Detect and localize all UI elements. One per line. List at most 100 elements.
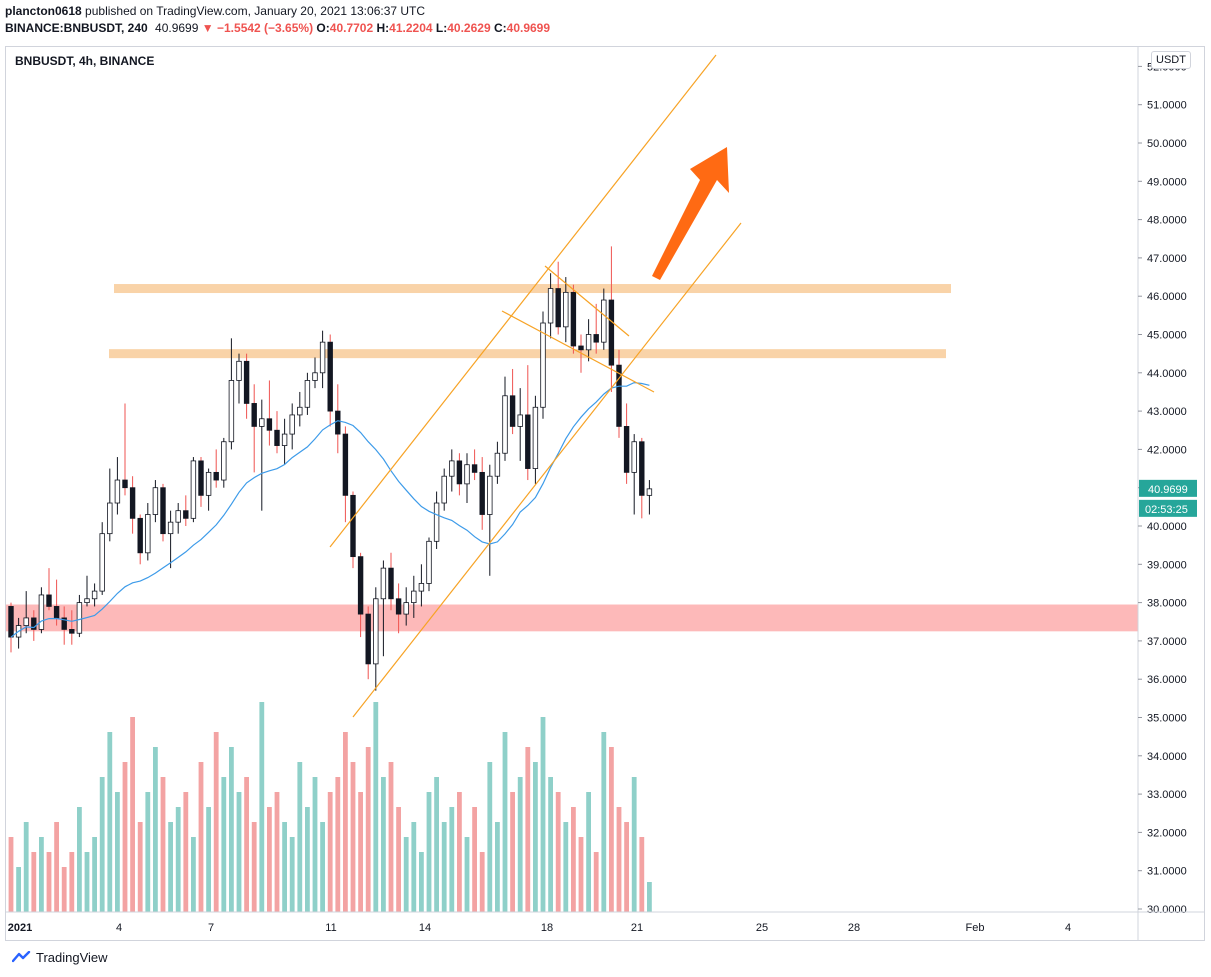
volume-bar <box>350 762 356 912</box>
candle-body <box>517 414 523 427</box>
volume-bar <box>39 837 44 912</box>
candle-body <box>388 567 394 600</box>
volume-layer <box>8 702 652 912</box>
candle-body <box>145 514 151 554</box>
candle-body <box>411 590 417 603</box>
candle-body <box>23 617 29 626</box>
candle-body <box>471 464 478 473</box>
volume-bar <box>69 852 75 912</box>
time-tick-label: 4 <box>116 922 122 934</box>
candle-body <box>228 380 235 443</box>
candle-body <box>616 364 622 427</box>
drawings-layer <box>329 54 742 718</box>
price-tick-label: 42.0000 <box>1147 444 1187 456</box>
candle-body <box>350 494 356 558</box>
countdown-badge-label: 02:53:25 <box>1145 504 1188 516</box>
volume-bar <box>548 777 553 912</box>
price-tick-label: 32.0000 <box>1147 827 1187 839</box>
volume-bar <box>639 837 645 912</box>
volume-bar <box>533 762 538 912</box>
candle-body <box>31 617 37 630</box>
volume-bar <box>168 822 173 912</box>
volume-bar <box>616 807 622 912</box>
volume-bar <box>510 792 515 912</box>
price-tick-label: 30.0000 <box>1147 904 1187 916</box>
candle-body <box>601 299 607 343</box>
volume-bar <box>335 777 341 912</box>
volume-bar <box>244 777 249 912</box>
candle-body <box>205 471 212 496</box>
candle-body <box>8 606 14 638</box>
low-value: 40.2629 <box>447 21 491 35</box>
candle-body <box>167 521 174 535</box>
candle-body <box>570 291 577 347</box>
change-value: −1.5542 (−3.65%) <box>217 21 314 35</box>
volume-bar <box>441 822 447 912</box>
candle-body <box>259 418 265 427</box>
volume-bar <box>540 717 546 912</box>
high-label: H: <box>376 21 390 35</box>
volume-bar <box>99 777 105 912</box>
volume-bar <box>578 837 584 912</box>
volume-bar <box>426 792 432 912</box>
tradingview-logo-icon <box>11 950 32 965</box>
volume-bar <box>274 792 280 912</box>
volume-bar <box>464 837 470 912</box>
candle-body <box>509 395 516 427</box>
candle-body <box>114 479 121 504</box>
volume-bar <box>487 762 493 912</box>
candle-body <box>365 613 371 665</box>
candle-body <box>502 395 508 454</box>
candle-body <box>578 345 584 351</box>
candle-body <box>395 598 402 615</box>
volume-bar <box>236 792 242 912</box>
price-tick-label: 33.0000 <box>1147 789 1187 801</box>
candle-body <box>426 540 432 584</box>
volume-bar <box>593 852 599 912</box>
price-unit-button[interactable]: USDT <box>1151 51 1191 69</box>
support-zone <box>6 604 1138 632</box>
volume-bar <box>54 822 59 912</box>
footer-brand-label: TradingView <box>36 950 108 965</box>
price-tick-label: 50.0000 <box>1147 138 1187 150</box>
volume-bar <box>145 792 151 912</box>
candle-body <box>532 406 539 469</box>
candle-body <box>487 475 493 515</box>
volume-bar <box>206 807 211 912</box>
volume-bar <box>449 807 455 912</box>
candle-body <box>525 414 531 469</box>
open-label: O: <box>316 21 330 35</box>
wedge-top-line <box>544 265 630 337</box>
volume-bar <box>373 702 379 912</box>
time-tick-label: 2021 <box>8 922 32 934</box>
volume-bar <box>115 792 120 912</box>
time-tick-label: 28 <box>848 922 860 934</box>
candle-body <box>373 598 379 665</box>
price-badges: 40.9699 02:53:25 <box>1139 479 1197 517</box>
author-name[interactable]: plancton0618 <box>5 4 82 18</box>
candle-body <box>107 502 113 535</box>
candle-body <box>631 441 637 473</box>
time-tick-label: 4 <box>1065 922 1071 934</box>
volume-bar <box>320 822 325 912</box>
volume-bar <box>631 777 637 912</box>
volume-bar <box>327 792 333 912</box>
candle-body <box>129 487 136 519</box>
time-axis: 2021 4 7 11 14 18 21 25 28 Feb 4 <box>6 911 1204 934</box>
volume-bar <box>198 762 204 912</box>
volume-bar <box>221 777 227 912</box>
candle-body <box>441 475 447 504</box>
last-price-badge <box>1139 479 1197 497</box>
candle-body <box>623 426 630 473</box>
volume-bar <box>365 747 371 912</box>
volume-bar <box>267 807 272 912</box>
candle-body <box>319 341 326 374</box>
footer-brand[interactable]: TradingView <box>11 950 108 965</box>
volume-bar <box>502 732 508 912</box>
candle-body <box>608 299 615 366</box>
volume-bar <box>434 777 439 912</box>
time-tick-label: 25 <box>756 922 768 934</box>
candle-body <box>403 602 409 615</box>
price-tick-label: 45.0000 <box>1147 330 1187 342</box>
